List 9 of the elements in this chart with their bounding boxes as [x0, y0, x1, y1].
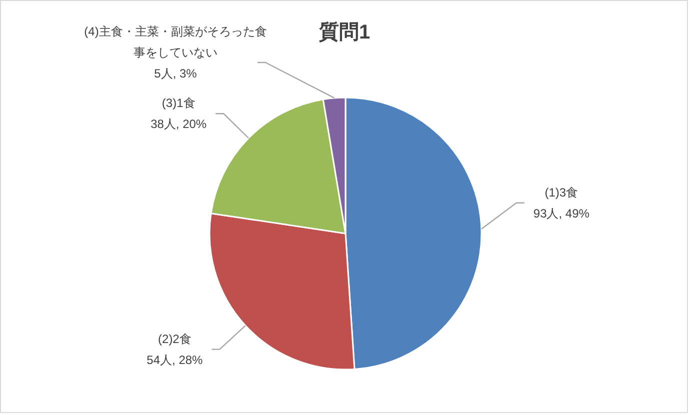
data-label: 93人, 49% — [533, 206, 590, 220]
slice-label: (2)2食 — [158, 332, 192, 346]
data-label: 5人, 3% — [154, 66, 198, 80]
slice-label: (3)1食 — [162, 96, 196, 110]
slice-label: (1)3食 — [544, 185, 578, 200]
chart-title: 質問1 — [318, 20, 370, 44]
data-label: 54人, 28% — [146, 352, 204, 367]
slice-label: (4)主食・主菜・副菜がそろった食事をしていない — [84, 24, 267, 60]
data-label: 38人, 20% — [150, 117, 207, 132]
